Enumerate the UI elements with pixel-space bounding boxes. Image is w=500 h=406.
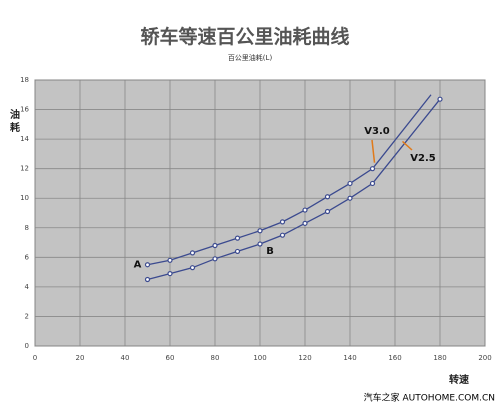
y-tick-label: 18	[20, 76, 29, 84]
data-point	[437, 96, 443, 102]
x-tick-label: 140	[343, 354, 356, 362]
data-point	[144, 276, 151, 283]
x-tick-label: 0	[33, 354, 37, 362]
y-tick-label: 2	[25, 312, 29, 320]
data-point	[369, 166, 376, 172]
series-line	[147, 98, 441, 281]
data-point	[212, 256, 218, 262]
series-line	[147, 94, 432, 266]
y-tick-label: 8	[25, 224, 29, 232]
watermark: 汽车之家 AUTOHOME.COM.CN	[364, 392, 495, 404]
data-point	[302, 207, 308, 213]
x-tick-label: 180	[433, 354, 446, 362]
data-point	[324, 208, 331, 215]
data-point	[302, 220, 308, 226]
y-tick-label: 12	[20, 165, 29, 173]
y-axis-label: 油耗	[10, 108, 20, 134]
arrow	[401, 140, 413, 151]
data-point	[234, 235, 241, 241]
y-tick-label: 16	[20, 106, 29, 114]
annotation: B	[266, 246, 274, 257]
x-tick-label: 40	[121, 354, 130, 362]
x-tick-label: 160	[388, 354, 401, 362]
data-point	[279, 232, 286, 238]
x-tick-label: 120	[298, 354, 311, 362]
x-axis-label: 转速	[449, 373, 469, 386]
y-tick-label: 6	[25, 253, 30, 261]
legend-label: V3.0	[364, 126, 389, 137]
data-point	[257, 241, 263, 247]
y-tick-label: 0	[25, 342, 29, 350]
y-tick-label: 10	[20, 194, 29, 202]
x-tick-label: 60	[166, 354, 175, 362]
y-tick-label: 4	[25, 283, 30, 291]
data-point	[212, 242, 218, 249]
x-tick-label: 20	[76, 354, 85, 362]
data-point	[324, 194, 331, 200]
annotation: A	[134, 260, 142, 271]
x-tick-label: 100	[253, 354, 266, 362]
y-tick-label: 14	[20, 135, 29, 143]
data-point	[347, 180, 353, 187]
data-point	[257, 228, 263, 234]
data-point	[144, 262, 151, 268]
arrow	[371, 139, 376, 163]
data-point	[189, 265, 196, 271]
data-point	[167, 270, 173, 277]
chart-subtitle: 百公里油耗(L)	[228, 53, 273, 62]
data-point	[234, 248, 241, 255]
legend-label: V2.5	[410, 153, 435, 164]
data-point	[347, 195, 353, 201]
chart-title: 轿车等速百公里油耗曲线	[140, 25, 349, 48]
data-point	[167, 257, 173, 263]
x-tick-label: 200	[478, 354, 491, 362]
data-point	[369, 180, 376, 187]
data-point	[189, 250, 196, 256]
data-point	[279, 219, 286, 225]
x-tick-label: 80	[211, 354, 220, 362]
